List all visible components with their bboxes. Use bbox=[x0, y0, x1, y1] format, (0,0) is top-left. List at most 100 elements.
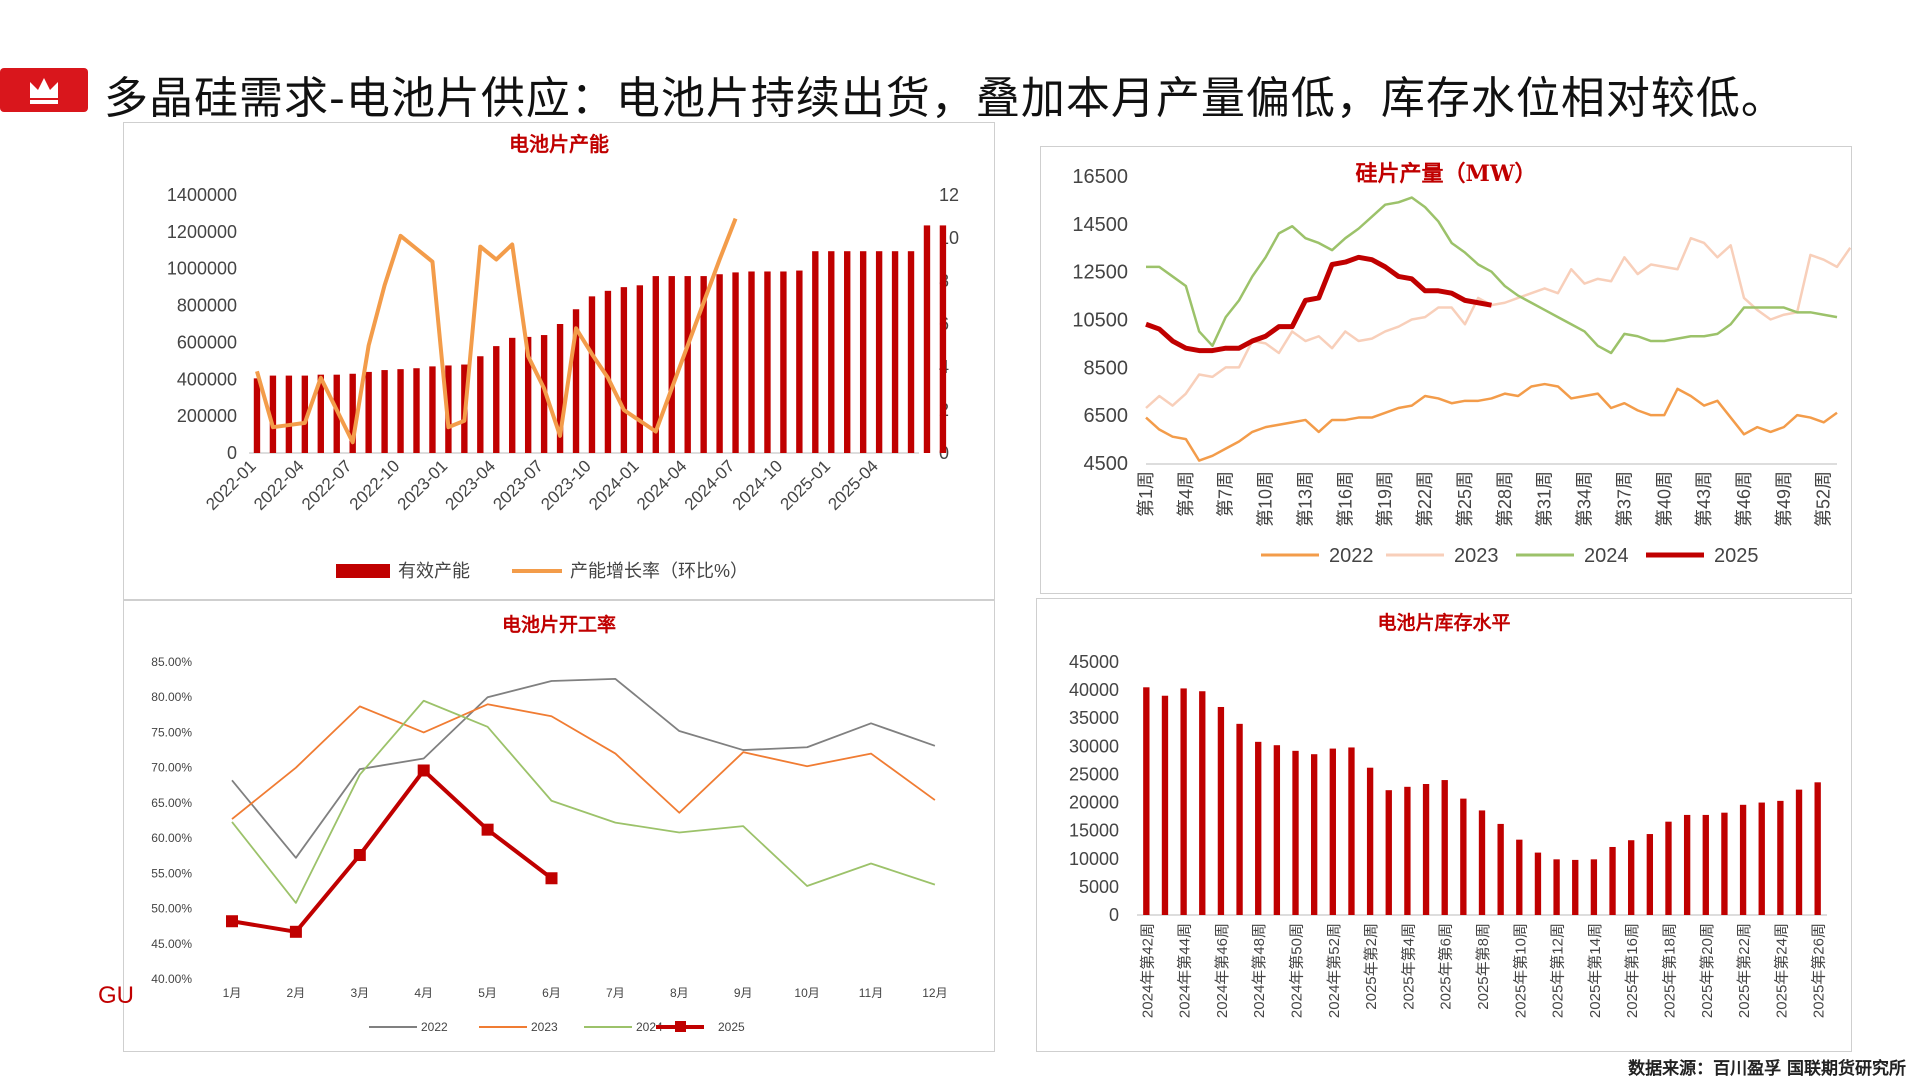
capacity-bar bbox=[493, 346, 500, 453]
x-tick-label: 2025年第6周 bbox=[1437, 923, 1455, 1010]
series-line-2023 bbox=[231, 703, 936, 820]
series-line-2025 bbox=[1145, 254, 1492, 354]
capacity-bar bbox=[764, 271, 771, 453]
capacity-bar bbox=[684, 276, 691, 453]
legend-label-2022: 2022 bbox=[1329, 545, 1374, 567]
y-tick-label: 70.00% bbox=[151, 761, 192, 775]
x-tick-label: 2022-07 bbox=[298, 456, 356, 514]
y-tick-label: 10500 bbox=[1072, 310, 1128, 332]
inventory-bar bbox=[1292, 750, 1299, 915]
legend-label-2024: 2024 bbox=[636, 1020, 663, 1034]
legend-label-2023: 2023 bbox=[531, 1020, 558, 1034]
y-right-tick-label: 12 bbox=[939, 185, 959, 205]
page-title: 多晶硅需求-电池片供应：电池片持续出货，叠加本月产量偏低，库存水位相对较低。 bbox=[104, 73, 1786, 124]
legend-bar-label: 有效产能 bbox=[398, 561, 470, 581]
x-tick-label: 2024年第44周 bbox=[1176, 923, 1194, 1018]
y-tick-label: 10000 bbox=[1069, 849, 1119, 869]
capacity-bar bbox=[700, 276, 707, 453]
legend-line-label: 产能增长率（环比%） bbox=[570, 561, 748, 581]
x-tick-label: 8月 bbox=[670, 986, 689, 1000]
y-tick-label: 75.00% bbox=[151, 725, 192, 739]
inventory-bar bbox=[1180, 688, 1187, 915]
y-tick-label: 4500 bbox=[1084, 453, 1129, 475]
inventory-bar bbox=[1348, 747, 1355, 915]
y-tick-label: 60.00% bbox=[151, 831, 192, 845]
x-tick-label: 第16周 bbox=[1335, 471, 1355, 527]
x-tick-label: 2023-07 bbox=[489, 456, 547, 514]
x-tick-label: 5月 bbox=[478, 986, 497, 1000]
x-tick-label: 2024-10 bbox=[729, 456, 787, 514]
capacity-bar bbox=[509, 337, 516, 453]
inventory-bar bbox=[1721, 812, 1728, 915]
x-tick-label: 2023-01 bbox=[394, 456, 452, 514]
inventory-bar bbox=[1795, 789, 1803, 915]
y-tick-label: 16500 bbox=[1072, 166, 1128, 188]
y-tick-label: 50.00% bbox=[151, 902, 192, 916]
capacity-bar bbox=[652, 276, 659, 453]
capacity-bar bbox=[253, 378, 261, 453]
chart-title: 电池片库存水平 bbox=[1377, 611, 1510, 634]
capacity-bar bbox=[796, 270, 803, 453]
chart-cell-utilization: 电池片开工率 40.00% 45.00% 50.00% 55.00% 60.00% 65.0… bbox=[151, 613, 947, 1034]
x-tick-label: 2025年第8周 bbox=[1474, 923, 1492, 1010]
capacity-bar bbox=[365, 371, 372, 453]
inventory-bar bbox=[1441, 780, 1448, 915]
x-tick-label: 第43周 bbox=[1694, 471, 1714, 527]
x-tick-label: 2024-04 bbox=[633, 456, 691, 514]
legend-label-2024: 2024 bbox=[1584, 545, 1629, 567]
inventory-bar bbox=[1385, 790, 1392, 915]
y-tick-label: 35000 bbox=[1069, 708, 1119, 728]
inventory-bar bbox=[1758, 802, 1765, 915]
inventory-bar bbox=[1683, 814, 1691, 915]
x-tick-label: 第28周 bbox=[1495, 471, 1515, 527]
x-tick-label: 2025年第24周 bbox=[1772, 923, 1790, 1018]
inventory-bar bbox=[1609, 846, 1616, 915]
capacity-bar bbox=[812, 251, 819, 453]
y-left-tick-label: 200000 bbox=[177, 406, 237, 426]
y-tick-label: 20000 bbox=[1069, 793, 1119, 813]
x-tick-label: 1月 bbox=[223, 986, 242, 1000]
y-tick-label: 80.00% bbox=[151, 690, 192, 704]
capacity-bar bbox=[397, 369, 404, 453]
chart-title: 硅片产量（MW） bbox=[1355, 161, 1536, 187]
x-tick-label: 2025年第22周 bbox=[1735, 923, 1753, 1018]
inventory-bar bbox=[1143, 687, 1150, 915]
x-tick-label: 10月 bbox=[794, 986, 819, 1000]
x-tick-label: 第37周 bbox=[1614, 471, 1634, 527]
y-tick-label: 85.00% bbox=[151, 655, 192, 669]
x-tick-label: 第31周 bbox=[1535, 471, 1555, 527]
capacity-bar bbox=[859, 251, 867, 453]
x-tick-label: 2025年第2周 bbox=[1362, 923, 1380, 1010]
capacity-bar bbox=[844, 251, 851, 453]
capacity-bar bbox=[269, 375, 277, 453]
series-2025-marker bbox=[545, 872, 558, 885]
capacity-bar bbox=[780, 271, 787, 453]
x-tick-label: 第22周 bbox=[1415, 471, 1435, 527]
inventory-bar bbox=[1273, 745, 1281, 915]
x-tick-label: 6月 bbox=[542, 986, 561, 1000]
y-left-tick-label: 800000 bbox=[177, 296, 237, 316]
inventory-bar bbox=[1255, 741, 1262, 915]
inventory-bar bbox=[1739, 804, 1747, 915]
chart-title: 电池片产能 bbox=[509, 132, 609, 156]
capacity-bar bbox=[620, 287, 628, 453]
x-tick-label: 2025年第20周 bbox=[1698, 923, 1716, 1018]
inventory-bar bbox=[1814, 782, 1821, 915]
x-tick-label: 2月 bbox=[287, 986, 306, 1000]
inventory-bar bbox=[1199, 691, 1206, 915]
x-tick-label: 2025年第26周 bbox=[1810, 923, 1828, 1018]
x-tick-label: 第52周 bbox=[1814, 471, 1834, 527]
inventory-bar bbox=[1310, 754, 1318, 915]
series-line-2025 bbox=[231, 768, 553, 934]
x-tick-label: 2022-10 bbox=[346, 456, 404, 514]
y-left-tick-label: 1200000 bbox=[167, 222, 237, 242]
x-tick-label: 第34周 bbox=[1575, 471, 1595, 527]
x-tick-label: 第13周 bbox=[1295, 471, 1315, 527]
x-tick-label: 第7周 bbox=[1216, 471, 1236, 517]
x-tick-label: 12月 bbox=[922, 986, 947, 1000]
watermark-text: GU bbox=[98, 982, 134, 1009]
series-line-2024 bbox=[231, 699, 936, 904]
y-tick-label: 40.00% bbox=[151, 972, 192, 986]
x-tick-label: 2024年第50周 bbox=[1288, 923, 1306, 1018]
y-tick-label: 15000 bbox=[1069, 821, 1119, 841]
